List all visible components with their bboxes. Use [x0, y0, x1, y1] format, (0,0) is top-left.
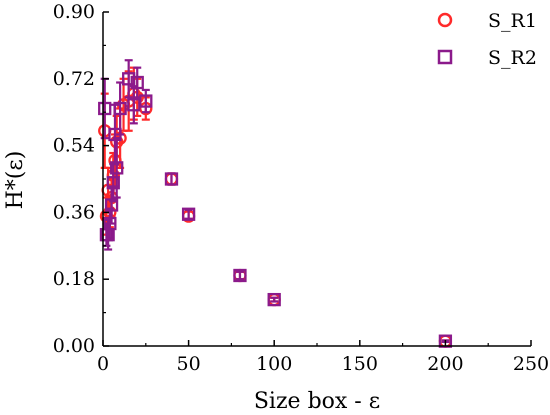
x-tick-label: 250	[513, 353, 549, 375]
x-tick-label: 150	[342, 353, 378, 375]
y-tick-label: 0.36	[53, 201, 95, 223]
data-point	[113, 101, 127, 116]
data-point	[267, 292, 281, 307]
data-point	[233, 268, 247, 283]
legend-label-s-r1: S_R1	[488, 10, 537, 32]
legend-marker-s-r2	[437, 49, 453, 65]
y-tick-label: 0.72	[53, 68, 95, 90]
legend: S_R1 S_R2	[437, 10, 537, 69]
data-point	[98, 101, 112, 116]
data-point	[181, 207, 196, 221]
legend-marker-s-r1	[437, 12, 453, 28]
data-point	[104, 198, 119, 212]
data-point	[122, 72, 136, 86]
x-axis-title: Size box - ε	[254, 389, 380, 414]
y-tick-label: 0.00	[53, 335, 95, 357]
y-tick-label: 0.18	[53, 268, 95, 290]
data-point	[106, 176, 120, 190]
series-s-r2	[98, 59, 453, 348]
y-tick-label: 0.54	[53, 135, 95, 157]
data-point	[139, 94, 153, 108]
x-tick-label: 200	[427, 353, 463, 375]
x-axis: 0 50 100 150 200 250	[97, 340, 549, 375]
y-axis: 0.00 0.18 0.36 0.54 0.72 0.90	[53, 1, 109, 357]
plot-area	[98, 59, 453, 348]
data-point	[164, 172, 179, 186]
x-tick-label: 0	[97, 353, 109, 375]
x-tick-label: 100	[256, 353, 292, 375]
y-tick-label: 0.90	[53, 1, 95, 23]
x-tick-label: 50	[177, 353, 201, 375]
legend-label-s-r2: S_R2	[488, 47, 537, 69]
y-axis-title: H*(ε)	[3, 151, 28, 210]
data-point	[130, 75, 144, 90]
data-point	[110, 161, 124, 175]
